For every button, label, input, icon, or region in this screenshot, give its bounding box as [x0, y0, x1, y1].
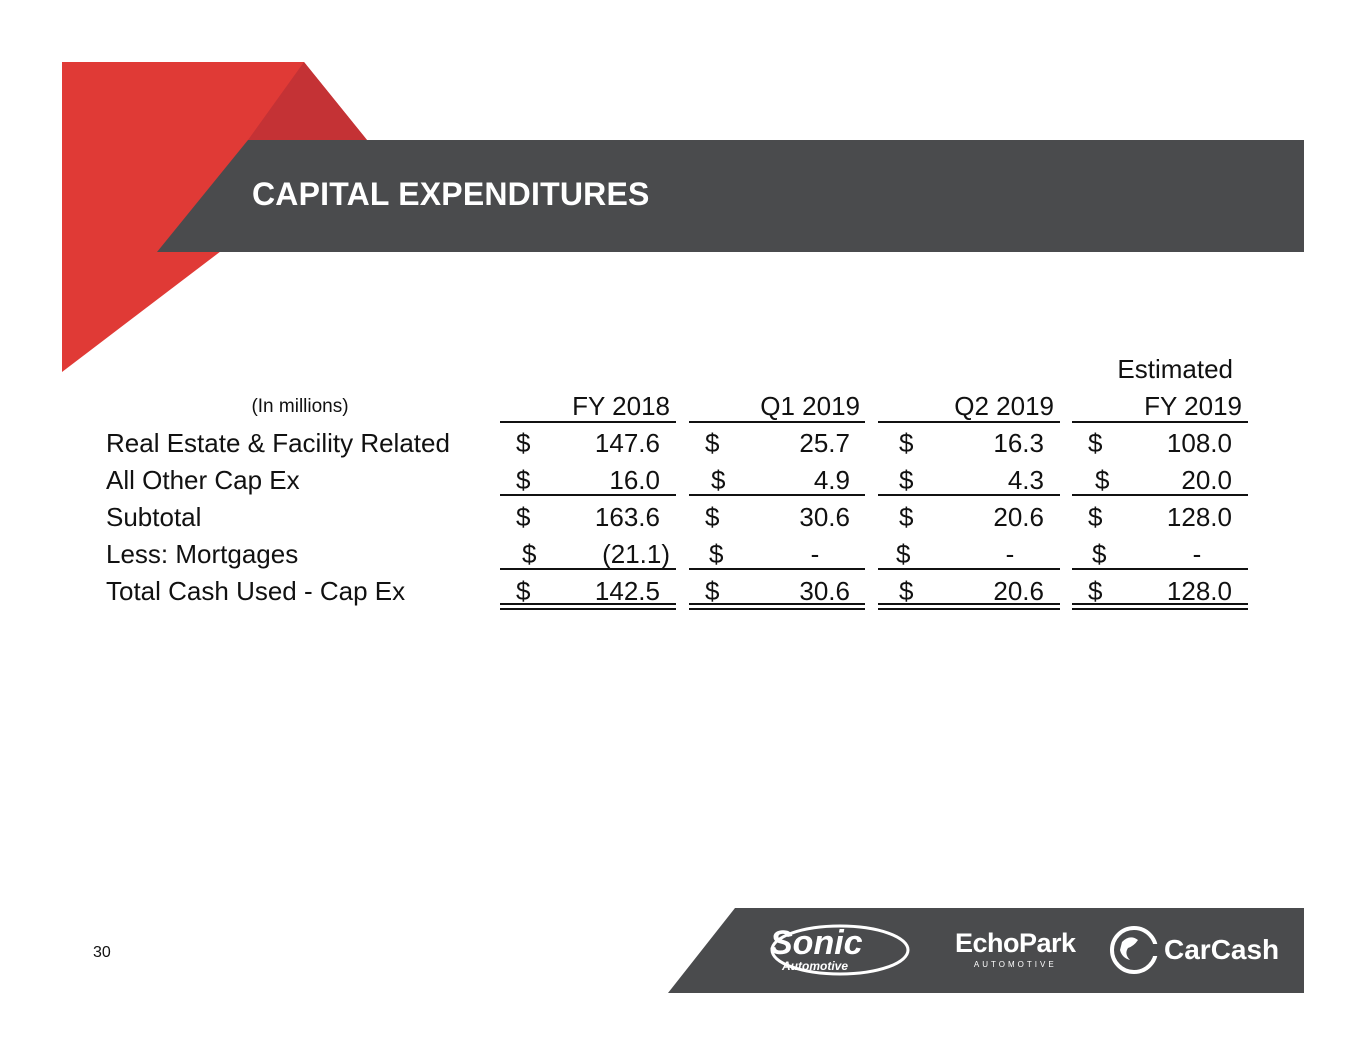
- currency-sign: $: [899, 576, 914, 606]
- currency-sign: $: [709, 539, 724, 569]
- header-rule: [500, 421, 676, 423]
- table-cell: 163.6: [594, 502, 660, 532]
- currency-sign: $: [516, 465, 531, 495]
- double-rule: [878, 608, 1060, 610]
- currency-sign: $: [899, 465, 914, 495]
- red-accent-shade: [248, 62, 367, 140]
- currency-sign: $: [522, 539, 537, 569]
- subtotal-rule: [878, 494, 1060, 496]
- total-rule: [500, 568, 676, 570]
- table-cell: 4.3: [1007, 465, 1044, 495]
- double-rule: [689, 603, 865, 605]
- total-rule: [878, 568, 1060, 570]
- col-header-fy2018: FY 2018: [572, 391, 670, 421]
- table-cell: -: [1192, 539, 1202, 569]
- echopark-logo-text: EchoPark: [955, 928, 1076, 958]
- double-rule: [500, 608, 676, 610]
- table-cell: 147.6: [594, 428, 660, 458]
- sonic-logo-text: Sonic: [770, 924, 863, 962]
- col-header-fy2019: FY 2019: [1144, 391, 1242, 421]
- table-cell: 20.6: [993, 502, 1044, 532]
- currency-sign: $: [711, 465, 726, 495]
- table-cell: 20.0: [1181, 465, 1232, 495]
- globe-icon: [1110, 926, 1158, 974]
- subtotal-rule: [1072, 494, 1248, 496]
- double-rule: [1072, 603, 1248, 605]
- currency-sign: $: [516, 428, 531, 458]
- currency-sign: $: [705, 428, 720, 458]
- carcash-logo-text: CarCash: [1164, 934, 1280, 965]
- row-label: Total Cash Used - Cap Ex: [106, 576, 406, 606]
- unit-label: (In millions): [251, 396, 349, 417]
- currency-sign: $: [516, 576, 531, 606]
- sonic-logo-subtext: Automotive: [781, 959, 848, 973]
- col-header-q1-2019: Q1 2019: [760, 391, 860, 421]
- table-cell: 20.6: [993, 576, 1044, 606]
- currency-sign: $: [1088, 576, 1103, 606]
- currency-sign: $: [705, 502, 720, 532]
- table-cell: 30.6: [799, 576, 850, 606]
- row-label: All Other Cap Ex: [106, 465, 300, 495]
- currency-sign: $: [516, 502, 531, 532]
- sonic-automotive-logo: Sonic Automotive: [770, 924, 910, 976]
- table-cell: 30.6: [799, 502, 850, 532]
- row-label: Subtotal: [106, 502, 202, 532]
- header-rule: [1072, 421, 1248, 423]
- title-banner: [157, 140, 1304, 252]
- header-rule: [878, 421, 1060, 423]
- col-top-estimated: Estimated: [1117, 354, 1233, 384]
- currency-sign: $: [1088, 428, 1103, 458]
- table-cell: 25.7: [799, 428, 850, 458]
- row-label: Real Estate & Facility Related: [106, 428, 450, 458]
- currency-sign: $: [1088, 502, 1103, 532]
- subtotal-rule: [500, 494, 676, 496]
- double-rule: [1072, 608, 1248, 610]
- currency-sign: $: [705, 576, 720, 606]
- total-rule: [1072, 568, 1248, 570]
- table-cell: 142.5: [594, 576, 660, 606]
- currency-sign: $: [899, 428, 914, 458]
- table-cell: 16.3: [993, 428, 1044, 458]
- table-cell: 108.0: [1166, 428, 1232, 458]
- table-cell: (21.1): [602, 539, 670, 569]
- double-rule: [878, 603, 1060, 605]
- slide-title: CAPITAL EXPENDITURES: [252, 176, 650, 212]
- header-rule: [689, 421, 865, 423]
- currency-sign: $: [899, 502, 914, 532]
- echopark-logo: EchoPark AUTOMOTIVE: [955, 928, 1076, 969]
- currency-sign: $: [896, 539, 911, 569]
- table-cell: 16.0: [609, 465, 660, 495]
- echopark-logo-subtext: AUTOMOTIVE: [973, 960, 1057, 969]
- double-rule: [689, 608, 865, 610]
- table-cell: 128.0: [1166, 502, 1232, 532]
- page-number: 30: [93, 944, 111, 961]
- currency-sign: $: [1095, 465, 1110, 495]
- table-cell: -: [810, 539, 820, 569]
- table-cell: 128.0: [1166, 576, 1232, 606]
- table-cell: -: [1005, 539, 1015, 569]
- total-rule: [689, 568, 865, 570]
- double-rule: [500, 603, 676, 605]
- subtotal-rule: [689, 494, 865, 496]
- currency-sign: $: [1092, 539, 1107, 569]
- row-label: Less: Mortgages: [106, 539, 299, 569]
- table-cell: 4.9: [813, 465, 850, 495]
- col-header-q2-2019: Q2 2019: [954, 391, 1054, 421]
- carcash-logo: CarCash: [1108, 924, 1279, 976]
